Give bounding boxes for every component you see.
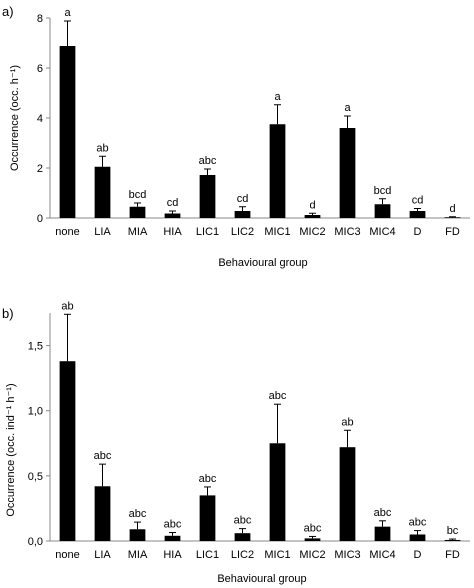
panel-b-significance-label: abc — [129, 508, 147, 520]
panel-a-significance-label: a — [64, 7, 71, 19]
panel-a-x-axis-title: Behavioural group — [218, 257, 307, 269]
panel-a-bar — [234, 211, 251, 218]
panel-b-bar — [129, 529, 146, 541]
panel-b-y-tick-label: 1,0 — [28, 406, 43, 418]
panel-b-bar — [444, 539, 461, 541]
panel-b-bar — [59, 361, 76, 541]
panel-a-significance-label: d — [309, 199, 315, 211]
panel-a-significance-label: cd — [237, 193, 249, 205]
panel-b-significance-label: ab — [341, 416, 353, 428]
panel-a-bar — [94, 166, 111, 218]
panel-a-plot-area: 0 2 4 6 8 a none ab LIA bcd MIA cd HIA abc LIC1 cd LIC2 a… — [37, 7, 470, 238]
panel-a-bar — [304, 215, 321, 218]
panel-b-bar — [94, 486, 111, 541]
panel-a-bar — [59, 46, 76, 218]
panel-a-x-tick-label: MIC3 — [334, 226, 360, 238]
panel-a-y-axis-title: Occurrence (occ. h⁻¹) — [9, 65, 21, 171]
panel-a-bar — [339, 128, 356, 218]
panel-b-plot-area: 0,0 0,5 1,0 1,5 ab none abc LIA abc MIA abc HIA abc L… — [28, 300, 470, 561]
panel-b-y-axis-title: Occurrence (occ. ind⁻¹ h⁻¹) — [5, 383, 17, 516]
panel-a-significance-label: cd — [412, 195, 424, 207]
panel-a-x-tick-label: LIC1 — [196, 226, 219, 238]
panel-a-y-tick-label: 4 — [37, 113, 43, 125]
panel-a-bar — [444, 217, 461, 218]
panel-a-y-tick-label: 6 — [37, 63, 43, 75]
panel-a-significance-label: ab — [96, 142, 108, 154]
panel-b-significance-label: bc — [447, 525, 459, 537]
panel-a-x-tick-label: LIA — [94, 226, 111, 238]
panel-b-bar — [374, 526, 391, 541]
panel-b-y-tick-label: 1,5 — [28, 341, 43, 353]
panel-b-y-tick-label: 0,5 — [28, 471, 43, 483]
panel-a-x-tick-label: MIC2 — [299, 226, 325, 238]
panel-b-bar — [269, 443, 286, 541]
panel-b-x-tick-label: FD — [445, 549, 460, 561]
panel-a-bar — [129, 206, 146, 218]
panel-a-x-tick-label: MIC4 — [369, 226, 395, 238]
panel-a-bar — [199, 175, 216, 218]
panel-b-significance-label: abc — [234, 515, 252, 527]
panel-a-significance-label: bcd — [374, 185, 392, 197]
panel-b-x-tick-label: MIC2 — [299, 549, 325, 561]
panel-a-x-tick-label: FD — [445, 226, 460, 238]
panel-b-significance-label: abc — [199, 473, 217, 485]
panel-b-x-tick-label: MIC4 — [369, 549, 395, 561]
panel-b-significance-label: abc — [304, 522, 322, 534]
panel-a-bar — [374, 204, 391, 218]
panel-b: b) Occurrence (occ. ind⁻¹ h⁻¹) Behaviour… — [2, 300, 470, 585]
panel-b-x-tick-label: HIA — [163, 549, 182, 561]
panel-a-y-tick-label: 0 — [37, 213, 43, 225]
panel-b-significance-label: abc — [269, 390, 287, 402]
panel-a-significance-label: a — [274, 91, 281, 103]
panel-b-significance-label: abc — [164, 519, 182, 531]
panel-a-bar — [269, 124, 286, 218]
panel-a-y-tick-label: 8 — [37, 13, 43, 25]
panel-a-y-tick-label: 2 — [37, 163, 43, 175]
panel-b-x-tick-label: D — [414, 549, 422, 561]
panel-b-bar — [164, 535, 181, 541]
panel-b-bar — [199, 495, 216, 541]
panel-b-x-tick-label: MIC1 — [264, 549, 290, 561]
panel-a-bar — [409, 211, 426, 218]
panel-b-x-tick-label: LIA — [94, 549, 111, 561]
panel-b-bar — [234, 533, 251, 541]
panel-b-x-tick-label: LIC2 — [231, 549, 254, 561]
panel-b-y-tick-label: 0,0 — [28, 536, 43, 548]
panel-b-bar — [304, 538, 321, 541]
panel-b-significance-label: abc — [94, 450, 112, 462]
panel-b-significance-label: ab — [61, 300, 73, 312]
panel-a-significance-label: abc — [199, 155, 217, 167]
panel-b-x-tick-label: none — [55, 549, 79, 561]
panel-a-bar — [164, 213, 181, 218]
panel-a-x-tick-label: MIC1 — [264, 226, 290, 238]
panel-a-significance-label: d — [449, 203, 455, 215]
panel-a-significance-label: cd — [167, 197, 179, 209]
panel-b-bar — [409, 534, 426, 541]
panel-a-significance-label: bcd — [129, 189, 147, 201]
panel-a-x-tick-label: MIA — [128, 226, 148, 238]
panel-a-label: a) — [2, 4, 14, 19]
panel-b-x-tick-label: LIC1 — [196, 549, 219, 561]
panel-a-x-tick-label: LIC2 — [231, 226, 254, 238]
panel-b-x-tick-label: MIC3 — [334, 549, 360, 561]
panel-a-x-tick-label: HIA — [163, 226, 182, 238]
panel-b-significance-label: abc — [409, 517, 427, 529]
panel-a-x-tick-label: D — [414, 226, 422, 238]
panel-b-significance-label: abc — [374, 507, 392, 519]
panel-b-label: b) — [2, 306, 14, 321]
panel-b-bar — [339, 447, 356, 541]
panel-a-significance-label: a — [344, 102, 351, 114]
panel-b-x-tick-label: MIA — [128, 549, 148, 561]
panel-a-x-tick-label: none — [55, 226, 79, 238]
panel-b-x-axis-title: Behavioural group — [217, 573, 306, 585]
panel-a: a) Occurrence (occ. h⁻¹) Behavioural gro… — [2, 4, 470, 269]
